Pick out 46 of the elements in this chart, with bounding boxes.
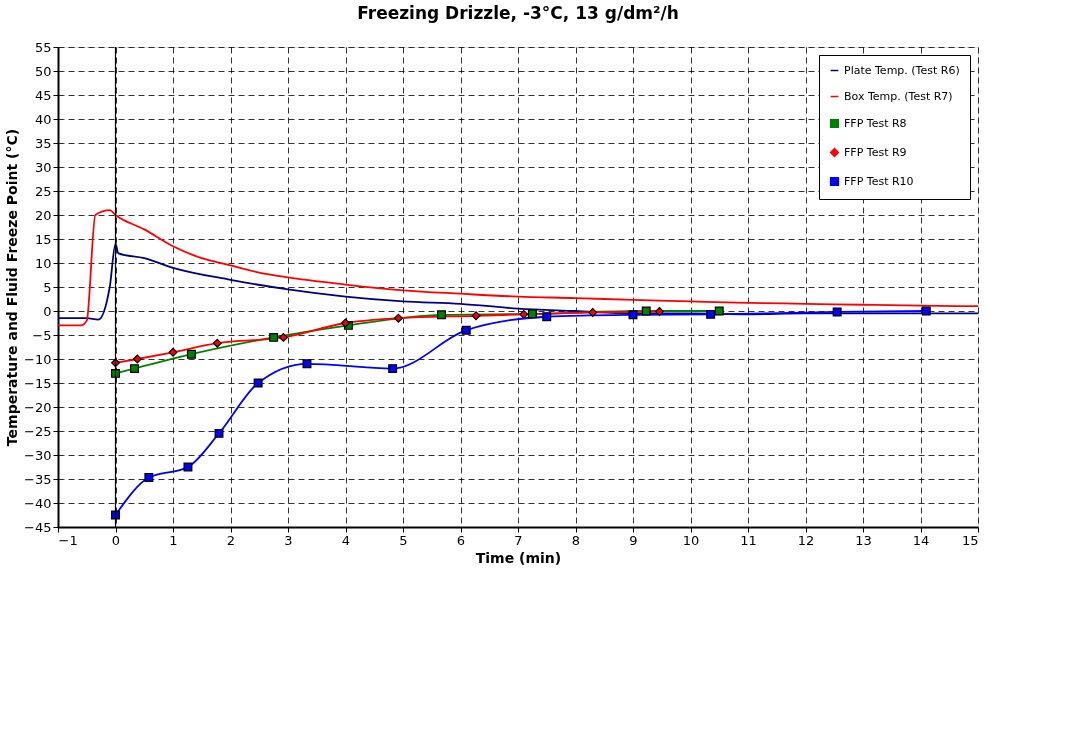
y-tick-label: 45 [34, 87, 52, 103]
x-tick-label: 11 [740, 532, 757, 548]
y-tick-label: −40 [24, 495, 52, 511]
x-tick-label: 4 [341, 532, 351, 548]
x-tick-label: 8 [571, 532, 581, 548]
x-tick-label: 13 [855, 532, 872, 548]
y-tick-label: −10 [24, 351, 52, 367]
y-tick-label: 15 [34, 231, 52, 247]
legend-label: FFP Test R10 [844, 174, 914, 188]
x-tick-label: 9 [629, 532, 638, 548]
y-tick-label: −30 [24, 447, 52, 463]
x-tick-label: −1 [58, 532, 78, 548]
legend-label: FFP Test R8 [844, 116, 907, 130]
y-tick-label: 30 [34, 159, 52, 175]
x-tick-label: 3 [284, 532, 293, 548]
y-tick-label: 0 [43, 303, 52, 319]
y-tick-label: 10 [34, 255, 52, 271]
x-tick-label: 7 [514, 532, 523, 548]
legend-label: FFP Test R9 [844, 145, 907, 159]
x-tick-label: 15 [961, 532, 979, 548]
y-tick-label: −35 [24, 471, 52, 487]
x-tick-label: 1 [169, 532, 178, 548]
y-tick-label: −25 [24, 423, 52, 439]
x-tick-label: 2 [226, 532, 236, 548]
x-tick-label: 0 [111, 532, 121, 548]
y-tick-label: −20 [24, 399, 52, 415]
y-tick-label: −15 [24, 375, 52, 391]
x-tick-label: 10 [682, 532, 700, 548]
legend-label: Box Temp. (Test R7) [844, 89, 953, 103]
y-axis-title: Temperature and Fluid Freeze Point (°C) [4, 128, 21, 447]
y-tick-label: 40 [34, 111, 52, 127]
chart-title: Freezing Drizzle, -3°C, 13 g/dm²/h [357, 3, 679, 23]
x-axis-title: Time (min) [475, 549, 562, 566]
x-tick-label: 5 [399, 532, 408, 548]
y-tick-label: 25 [34, 183, 52, 199]
x-tick-label: 12 [797, 532, 815, 548]
y-tick-label: 50 [34, 63, 52, 79]
x-tick-label: 14 [912, 532, 930, 548]
y-tick-label: 55 [34, 39, 52, 55]
legend-label: Plate Temp. (Test R6) [844, 63, 960, 77]
y-tick-label: −45 [24, 519, 52, 535]
y-tick-label: 20 [34, 207, 52, 223]
y-tick-label: −5 [32, 327, 52, 343]
y-tick-label: 5 [43, 279, 52, 295]
x-tick-label: 6 [456, 532, 466, 548]
y-tick-label: 35 [34, 135, 52, 151]
